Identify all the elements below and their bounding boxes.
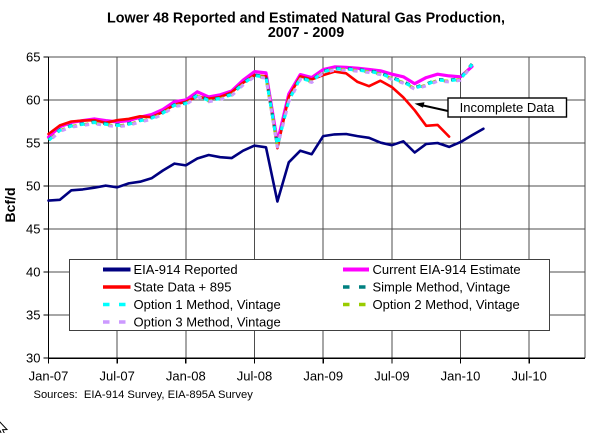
svg-text:Lower 48 Reported and Estimate: Lower 48 Reported and Estimated Natural … xyxy=(107,11,505,27)
svg-text:Incomplete Data: Incomplete Data xyxy=(460,100,555,115)
svg-text:2007 - 2009: 2007 - 2009 xyxy=(268,25,344,41)
svg-text:50: 50 xyxy=(26,179,40,194)
svg-text:EIA-914 Reported: EIA-914 Reported xyxy=(134,262,238,277)
svg-text:Jul-09: Jul-09 xyxy=(374,368,409,383)
svg-text:65: 65 xyxy=(26,50,40,65)
svg-text:Jul-08: Jul-08 xyxy=(237,368,272,383)
svg-text:Simple Method, Vintage: Simple Method, Vintage xyxy=(373,280,511,295)
svg-text:Jan-09: Jan-09 xyxy=(303,368,343,383)
svg-text:Jan-08: Jan-08 xyxy=(166,368,206,383)
svg-text:Jan-07: Jan-07 xyxy=(29,368,69,383)
svg-text:60: 60 xyxy=(26,93,40,108)
svg-text:Jul-10: Jul-10 xyxy=(511,368,546,383)
svg-text:Option 3 Method, Vintage: Option 3 Method, Vintage xyxy=(134,315,281,330)
svg-text:Jan-10: Jan-10 xyxy=(441,368,481,383)
svg-text:45: 45 xyxy=(26,222,40,237)
svg-text:40: 40 xyxy=(26,265,40,280)
svg-text:30: 30 xyxy=(26,351,40,366)
svg-text:Option 2 Method, Vintage: Option 2 Method, Vintage xyxy=(373,297,520,312)
svg-text:Sources: EIA-914 Survey, EIA-: Sources: EIA-914 Survey, EIA-895A Survey xyxy=(34,389,254,401)
svg-text:Jul-07: Jul-07 xyxy=(99,368,134,383)
svg-text:Option 1 Method, Vintage: Option 1 Method, Vintage xyxy=(134,297,281,312)
svg-text:Current EIA-914 Estimate: Current EIA-914 Estimate xyxy=(373,262,521,277)
svg-text:35: 35 xyxy=(26,308,40,323)
svg-text:Bcf/d: Bcf/d xyxy=(2,188,18,223)
svg-text:State Data + 895: State Data + 895 xyxy=(134,280,232,295)
svg-text:55: 55 xyxy=(26,136,40,151)
